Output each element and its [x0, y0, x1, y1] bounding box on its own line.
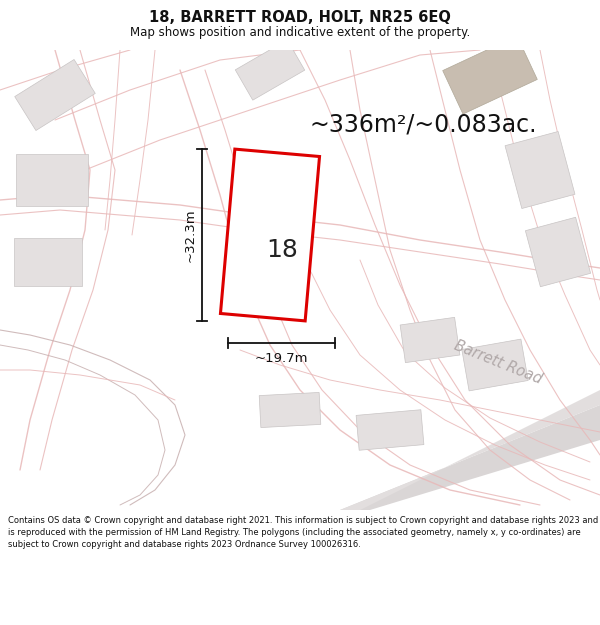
Polygon shape — [356, 410, 424, 450]
Polygon shape — [526, 217, 590, 287]
Polygon shape — [340, 390, 600, 510]
Polygon shape — [462, 339, 528, 391]
Text: 18, BARRETT ROAD, HOLT, NR25 6EQ: 18, BARRETT ROAD, HOLT, NR25 6EQ — [149, 10, 451, 25]
Text: Barrett Road: Barrett Road — [452, 338, 544, 386]
Polygon shape — [505, 131, 575, 209]
Polygon shape — [14, 238, 82, 286]
Text: Map shows position and indicative extent of the property.: Map shows position and indicative extent… — [130, 26, 470, 39]
Text: ~336m²/~0.083ac.: ~336m²/~0.083ac. — [310, 113, 538, 137]
Polygon shape — [16, 154, 88, 206]
Polygon shape — [400, 318, 460, 362]
Text: ~32.3m: ~32.3m — [184, 208, 196, 262]
Polygon shape — [235, 40, 305, 100]
Text: 18: 18 — [266, 238, 298, 262]
Polygon shape — [443, 36, 538, 114]
Polygon shape — [340, 405, 600, 510]
Text: ~19.7m: ~19.7m — [255, 352, 308, 365]
Polygon shape — [259, 392, 321, 428]
Text: Contains OS data © Crown copyright and database right 2021. This information is : Contains OS data © Crown copyright and d… — [8, 516, 598, 549]
Polygon shape — [15, 59, 95, 131]
Polygon shape — [220, 149, 320, 321]
